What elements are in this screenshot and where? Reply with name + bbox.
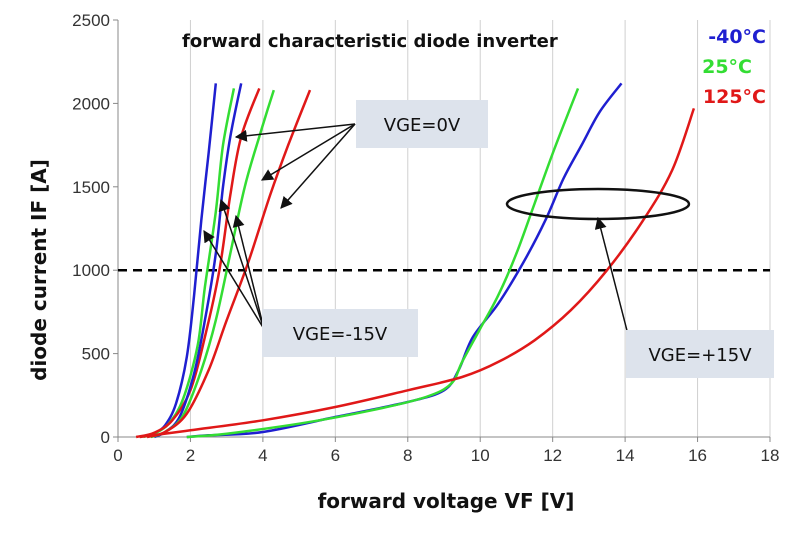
annotation-arrow <box>260 123 356 181</box>
annotation-label: VGE=+15V <box>648 345 752 366</box>
axes <box>113 19 771 442</box>
x-tick-label: 8 <box>403 446 412 465</box>
x-tick-label: 0 <box>113 446 122 465</box>
annotation-box <box>262 309 418 357</box>
y-tick-label: 0 <box>101 428 110 447</box>
annotation-arrow <box>234 123 356 142</box>
tick-labels: 0 2 4 6 8 10 12 14 16 18 0 500 1000 1500 2000 2500 <box>72 11 779 465</box>
x-tick-label: 2 <box>186 446 195 465</box>
series-line-6 <box>186 82 623 439</box>
annotation-box <box>356 100 488 148</box>
legend-entry-minus40: -40°C <box>708 26 766 48</box>
legend-entry-25: 25°C <box>702 56 752 78</box>
x-tick-label: 4 <box>258 446 267 465</box>
chart-title: forward characteristic diode inverter <box>182 31 558 52</box>
legend-entry-125: 125°C <box>703 86 766 108</box>
annotations: VGE=0V VGE=-15V VGE=+15V <box>203 100 774 378</box>
y-axis-title: diode current IF [A] <box>27 159 51 381</box>
x-tick-label: 14 <box>616 446 635 465</box>
annotation-arrow <box>594 216 633 351</box>
annotation-label: VGE=-15V <box>293 324 388 345</box>
annotation-label: VGE=0V <box>384 115 461 136</box>
annotation-arrow <box>280 123 356 209</box>
x-tick-label: 6 <box>331 446 340 465</box>
series-line-7 <box>186 87 580 439</box>
x-tick-label: 10 <box>471 446 490 465</box>
annotation-arrow <box>218 198 265 330</box>
grid <box>189 20 771 437</box>
annotation-box <box>626 330 774 378</box>
y-tick-label: 500 <box>82 345 110 364</box>
annotation-arrow <box>203 229 265 330</box>
series-group <box>135 82 696 439</box>
x-tick-label: 16 <box>688 446 707 465</box>
x-tick-label: 12 <box>543 446 562 465</box>
annotation-arrow <box>232 214 265 330</box>
x-axis-title: forward voltage VF [V] <box>318 489 575 513</box>
series-line-2 <box>135 87 261 439</box>
series-line-5 <box>146 89 312 439</box>
series-line-8 <box>139 107 696 439</box>
y-tick-label: 1000 <box>72 261 110 280</box>
y-tick-label: 2000 <box>72 94 110 113</box>
x-tick-label: 18 <box>761 446 780 465</box>
y-tick-label: 1500 <box>72 178 110 197</box>
y-tick-label: 2500 <box>72 11 110 30</box>
